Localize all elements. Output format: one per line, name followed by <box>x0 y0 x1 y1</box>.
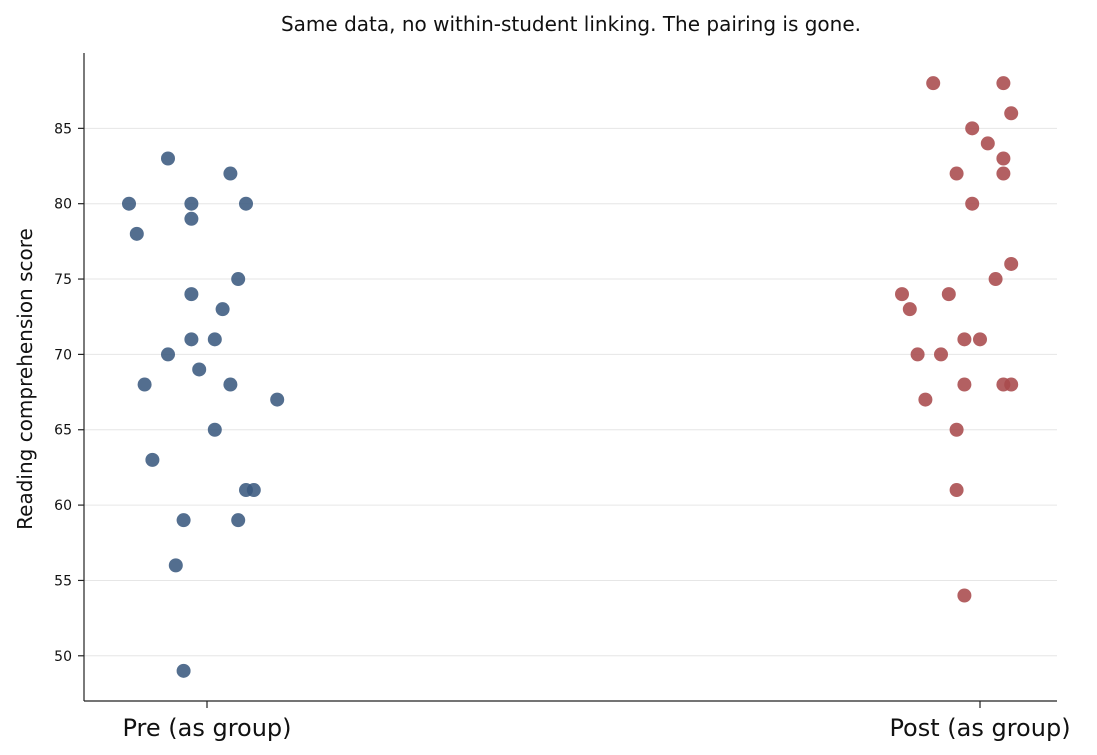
x-tick-label: Pre (as group) <box>122 714 291 742</box>
post-data-point <box>941 287 956 302</box>
pre-data-point <box>137 377 152 392</box>
post-data-point <box>957 588 972 603</box>
pre-data-point <box>184 211 199 226</box>
pre-data-point <box>184 332 199 347</box>
post-data-point <box>926 76 941 91</box>
post-data-point <box>965 196 980 211</box>
pre-data-point <box>246 483 261 498</box>
pre-data-point <box>223 166 238 181</box>
axis-layer <box>83 53 1057 702</box>
pre-data-point <box>176 663 191 678</box>
pre-data-point <box>207 422 222 437</box>
post-data-point <box>1004 106 1019 121</box>
post-data-point <box>988 272 1003 287</box>
y-tick-label: 80 <box>54 197 72 213</box>
pre-data-point <box>223 377 238 392</box>
pre-data-point <box>129 226 144 241</box>
post-data-point <box>1004 377 1019 392</box>
y-tick-label: 50 <box>54 649 72 665</box>
points-layer <box>122 76 1019 678</box>
pre-data-point <box>184 196 199 211</box>
pre-data-point <box>192 362 207 377</box>
pre-data-point <box>168 558 183 573</box>
y-tick-label: 75 <box>54 272 72 288</box>
y-tick-label: 60 <box>54 498 72 514</box>
y-tick-label: 70 <box>54 347 72 363</box>
pre-data-point <box>231 272 246 287</box>
post-data-point <box>996 151 1011 166</box>
y-tick-label: 85 <box>54 121 72 137</box>
post-data-point <box>957 377 972 392</box>
post-data-point <box>996 166 1011 181</box>
post-data-point <box>957 332 972 347</box>
post-data-point <box>895 287 909 302</box>
chart-title: Same data, no within-student linking. Th… <box>281 12 861 36</box>
y-tick-label: 65 <box>54 423 72 439</box>
pre-data-point <box>161 347 175 362</box>
pre-data-point <box>161 151 175 166</box>
y-tick-label: 55 <box>54 573 72 589</box>
post-data-point <box>1004 256 1019 271</box>
y-axis-label: Reading comprehension score <box>13 228 37 530</box>
pre-data-point <box>215 302 230 317</box>
x-tick-label: Post (as group) <box>889 714 1070 742</box>
post-data-point <box>949 483 964 498</box>
pre-data-point <box>270 392 285 407</box>
pre-data-point <box>184 287 199 302</box>
post-data-point <box>910 347 925 362</box>
grid-layer <box>84 127 1057 657</box>
post-data-point <box>949 422 964 437</box>
pre-data-point <box>231 513 246 528</box>
post-data-point <box>902 302 917 317</box>
pre-data-point <box>176 513 191 528</box>
post-data-point <box>934 347 948 362</box>
post-data-point <box>980 136 995 151</box>
pre-data-point <box>207 332 222 347</box>
pre-data-point <box>122 196 136 211</box>
post-data-point <box>996 76 1011 91</box>
pre-data-point <box>239 196 253 211</box>
pre-data-point <box>145 452 160 467</box>
post-data-point <box>949 166 964 181</box>
post-data-point <box>965 121 980 136</box>
post-data-point <box>918 392 933 407</box>
tick-layer: 50 55 60 65 70 75 80 85 Pre (as group) Post (as g… <box>54 121 1070 742</box>
post-data-point <box>973 332 987 347</box>
